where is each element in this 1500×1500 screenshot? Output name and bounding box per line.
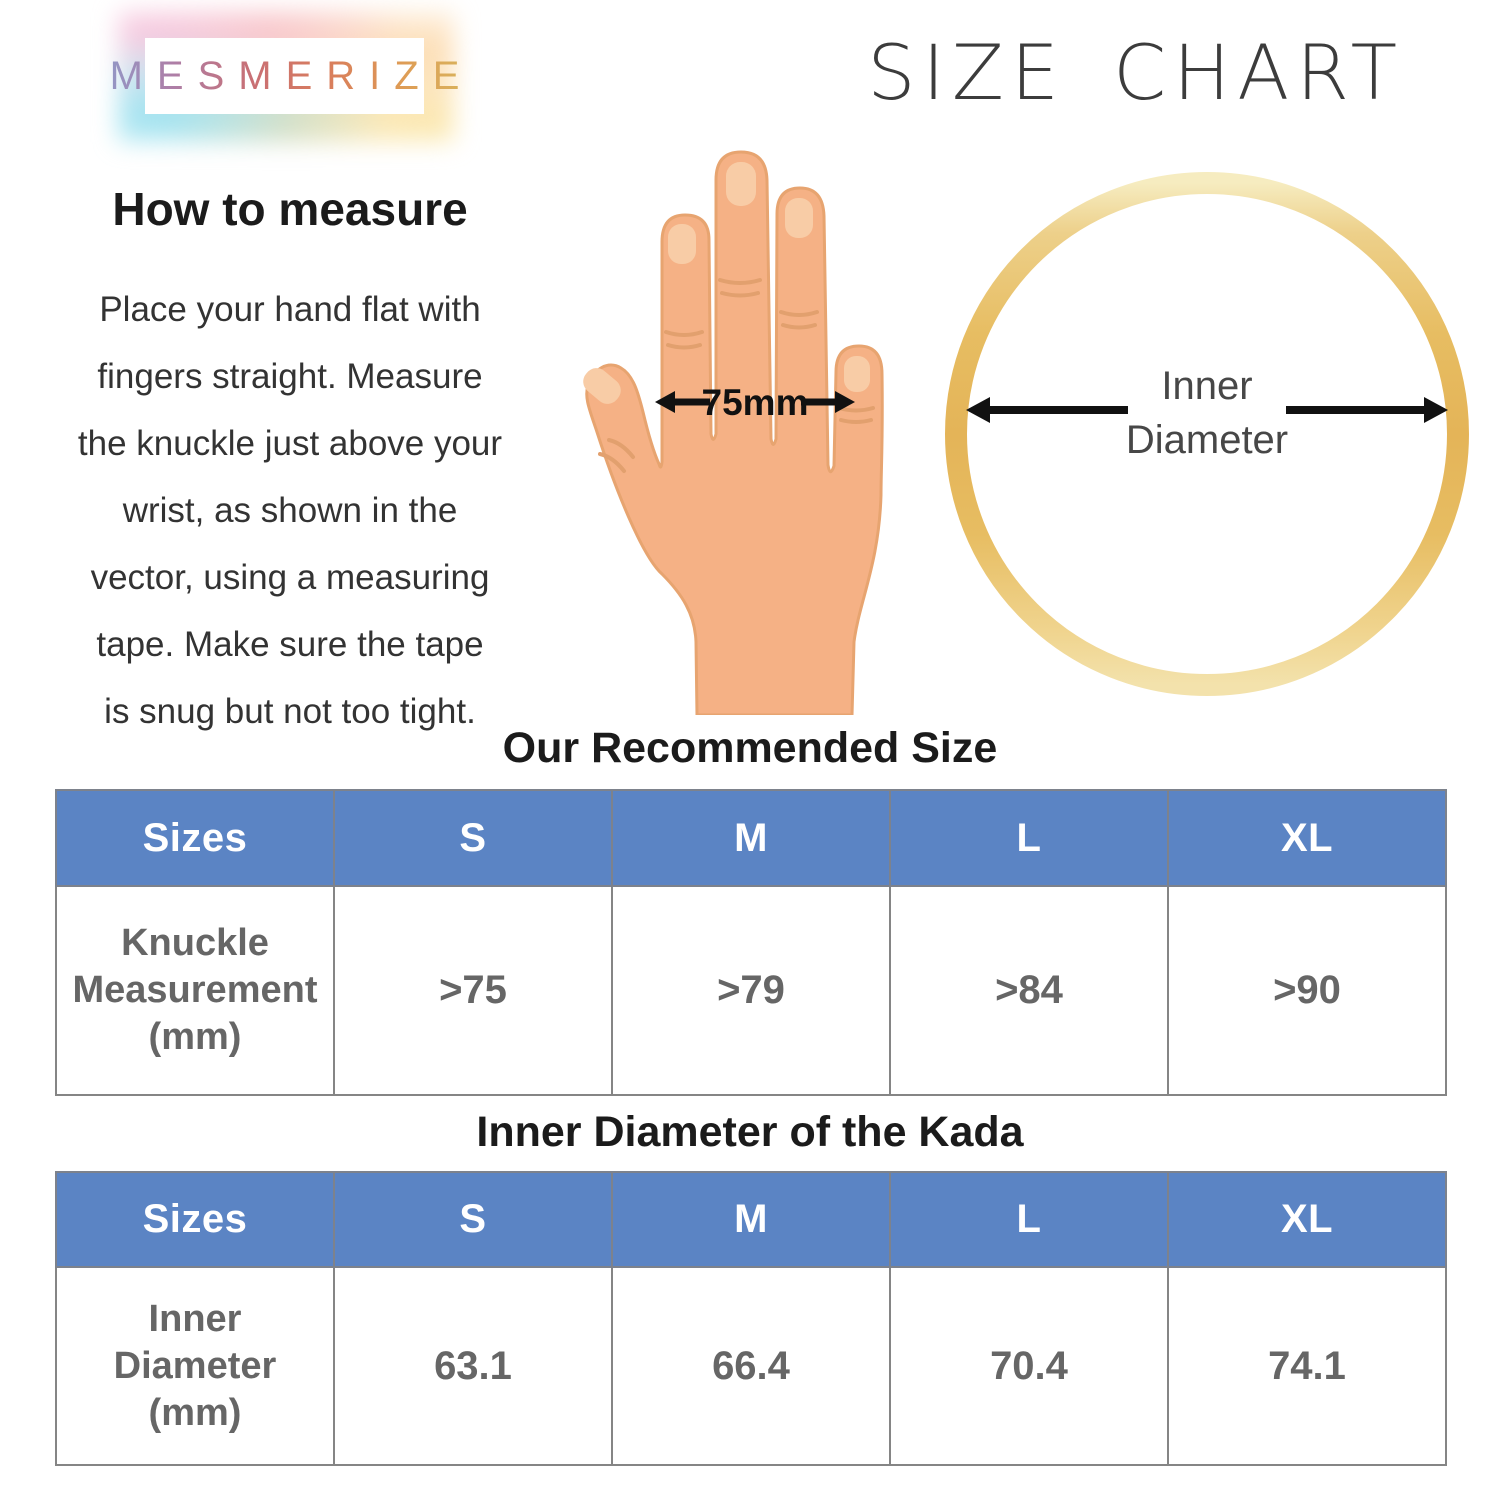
header-cell-xl: XL [1167, 1171, 1447, 1268]
brand-name: MESMERIZE [96, 54, 474, 99]
brand-logo: MESMERIZE [110, 12, 459, 142]
inner-diameter-table: Sizes S M L XL Inner Diameter (mm) 63.1 … [55, 1171, 1447, 1466]
knuckle-value-m: >79 [611, 885, 891, 1096]
hand-silhouette [585, 150, 884, 715]
header-cell-sizes: Sizes [55, 1171, 335, 1268]
knuckle-row-label: Knuckle Measurement (mm) [55, 885, 335, 1096]
header-cell-l: L [889, 1171, 1169, 1268]
how-to-measure-section: How to measure Place your hand flat with… [55, 182, 525, 745]
header-cell-m: M [611, 1171, 891, 1268]
inner-diameter-value-s: 63.1 [333, 1266, 613, 1466]
inner-diameter-label-line1: Inner [1161, 364, 1252, 408]
knuckle-measure-arrow: 75mm [655, 382, 855, 423]
inner-diameter-value-l: 70.4 [889, 1266, 1169, 1466]
knuckle-measurement-label: 75mm [702, 382, 809, 423]
inner-diameter-row-label: Inner Diameter (mm) [55, 1266, 335, 1466]
page-title: SIZE CHART [867, 28, 1404, 117]
instruction-line: fingers straight. Measure [97, 357, 483, 396]
instruction-line: the knuckle just above your [77, 424, 503, 463]
inner-diameter-value-xl: 74.1 [1167, 1266, 1447, 1466]
table-header-row: Sizes S M L XL [55, 789, 1447, 887]
inner-diameter-value-m: 66.4 [611, 1266, 891, 1466]
table-row: Knuckle Measurement (mm) >75 >79 >84 >90 [55, 885, 1447, 1096]
recommended-size-table: Sizes S M L XL Knuckle Measurement (mm) … [55, 789, 1447, 1096]
logo-box: MESMERIZE [110, 38, 459, 114]
instruction-line: Place your hand flat with [99, 290, 481, 329]
how-to-measure-heading: How to measure [112, 183, 468, 235]
knuckle-value-xl: >90 [1167, 885, 1447, 1096]
knuckle-value-s: >75 [333, 885, 613, 1096]
instruction-line: is snug but not too tight. [104, 692, 476, 731]
header-cell-s: S [333, 789, 613, 887]
fingernails [583, 162, 870, 404]
header-cell-sizes: Sizes [55, 789, 335, 887]
header-cell-m: M [611, 789, 891, 887]
recommended-size-heading: Our Recommended Size [502, 724, 998, 772]
hand-illustration: 75mm [583, 150, 884, 715]
instruction-line: tape. Make sure the tape [96, 625, 484, 664]
header-cell-xl: XL [1167, 789, 1447, 887]
inner-diameter-arrow [966, 397, 1448, 423]
knuckle-value-l: >84 [889, 885, 1169, 1096]
gold-kada-ring [945, 172, 1469, 696]
table-row: Inner Diameter (mm) 63.1 66.4 70.4 74.1 [55, 1266, 1447, 1466]
header-cell-s: S [333, 1171, 613, 1268]
inner-diameter-heading: Inner Diameter of the Kada [476, 1108, 1024, 1156]
kada-ring-illustration: Inner Diameter [945, 172, 1469, 696]
finger-creases [598, 278, 875, 473]
inner-diameter-label-line2: Diameter [1126, 418, 1288, 462]
header-cell-l: L [889, 789, 1169, 887]
instruction-line: wrist, as shown in the [122, 491, 458, 530]
table-header-row: Sizes S M L XL [55, 1171, 1447, 1268]
instruction-line: vector, using a measuring [90, 558, 490, 597]
